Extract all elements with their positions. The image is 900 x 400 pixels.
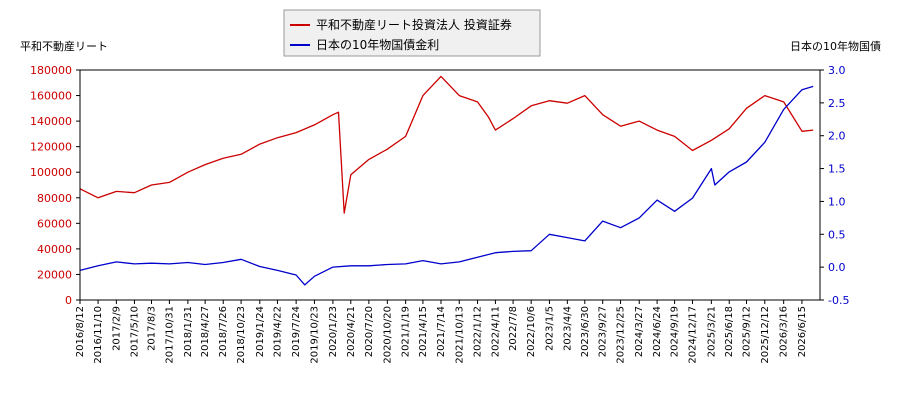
x-tick-label: 2021/4/15 xyxy=(418,306,429,357)
left-tick-label: 140000 xyxy=(30,115,72,128)
x-tick-label: 2018/10/23 xyxy=(236,306,247,364)
legend-label-reit: 平和不動産リート投資法人 投資証券 xyxy=(316,17,512,32)
x-tick-label: 2022/1/12 xyxy=(473,306,484,357)
x-tick-label: 2019/10/23 xyxy=(309,306,320,364)
x-axis: 2016/8/12 2016/11/10 2017/2/9 2017/5/10 2017… xyxy=(75,300,808,364)
x-tick-label: 2020/7/20 xyxy=(364,306,375,357)
left-tick-label: 60000 xyxy=(37,217,72,230)
left-tick-label: 120000 xyxy=(30,141,72,154)
x-tick-label: 2017/8/3 xyxy=(147,306,158,351)
right-tick-label: 2.5 xyxy=(828,97,846,110)
plot-frame xyxy=(79,69,821,301)
right-tick-label: 0.5 xyxy=(828,228,846,241)
x-tick-label: 2021/7/14 xyxy=(436,306,447,357)
left-tick-label: 0 xyxy=(65,294,72,307)
x-tick-label: 2021/10/13 xyxy=(454,306,465,364)
legend-label-jgb: 日本の10年物国債金利 xyxy=(316,37,439,52)
x-tick-label: 2023/9/27 xyxy=(598,306,609,357)
x-tick-label: 2018/7/26 xyxy=(218,306,229,357)
right-tick-label: 0.0 xyxy=(828,261,846,274)
x-tick-label: 2019/4/22 xyxy=(272,306,283,357)
legend: 平和不動産リート投資法人 投資証券 日本の10年物国債金利 xyxy=(283,9,541,57)
x-tick-label: 2024/9/19 xyxy=(670,306,681,357)
x-tick-label: 2022/10/6 xyxy=(526,306,537,357)
x-tick-label: 2017/10/31 xyxy=(164,306,175,364)
x-tick-label: 2018/4/27 xyxy=(200,306,211,357)
left-axis: 0 20000 40000 60000 80000 100000 120000 140000 1… xyxy=(30,64,80,307)
x-tick-label: 2016/11/10 xyxy=(93,306,104,364)
x-tick-label: 2020/4/21 xyxy=(346,306,357,357)
right-tick-label: 1.0 xyxy=(828,195,846,208)
plot-series xyxy=(79,75,814,286)
right-tick-label: 2.0 xyxy=(828,130,846,143)
right-tick-label: 3.0 xyxy=(828,64,846,77)
x-tick-label: 2024/3/27 xyxy=(634,306,645,357)
x-tick-label: 2025/12/12 xyxy=(760,306,771,364)
x-tick-label: 2018/1/31 xyxy=(183,306,194,357)
x-tick-label: 2019/1/24 xyxy=(255,306,266,357)
x-tick-label: 2023/4/4 xyxy=(562,306,573,351)
x-tick-label: 2022/7/8 xyxy=(508,306,519,351)
left-tick-label: 80000 xyxy=(37,192,72,205)
left-tick-label: 20000 xyxy=(37,268,72,281)
x-tick-label: 2025/9/12 xyxy=(742,306,753,357)
left-tick-label: 180000 xyxy=(30,64,72,77)
x-tick-label: 2024/6/24 xyxy=(652,306,663,357)
x-tick-label: 2020/1/23 xyxy=(328,306,339,357)
right-tick-label: -0.5 xyxy=(828,294,849,307)
right-axis: 3.0 2.5 2.0 1.5 1.0 0.5 0.0 -0.5 xyxy=(820,64,849,307)
left-tick-label: 160000 xyxy=(30,90,72,103)
x-tick-label: 2026/3/16 xyxy=(779,306,790,357)
x-tick-label: 2022/4/11 xyxy=(490,306,501,357)
left-axis-title: 平和不動産リート xyxy=(20,39,108,53)
x-tick-label: 2019/7/24 xyxy=(291,306,302,357)
x-tick-label: 2026/6/15 xyxy=(797,306,808,357)
x-tick-label: 2025/6/18 xyxy=(724,306,735,357)
x-tick-label: 2016/8/12 xyxy=(75,306,86,357)
left-tick-label: 100000 xyxy=(30,166,72,179)
x-tick-label: 2020/10/20 xyxy=(382,306,393,364)
x-tick-label: 2023/6/30 xyxy=(580,306,591,357)
legend-box xyxy=(283,9,541,57)
x-tick-label: 2017/5/10 xyxy=(129,306,140,357)
x-tick-label: 2017/2/9 xyxy=(111,306,122,351)
x-tick-label: 2023/12/25 xyxy=(616,306,627,364)
series-jgb-yield-line xyxy=(79,85,814,286)
right-axis-title: 日本の10年物国債 xyxy=(790,39,881,53)
x-tick-label: 2023/1/5 xyxy=(544,306,555,351)
x-tick-label: 2024/12/17 xyxy=(687,306,698,364)
series-reit-price-line xyxy=(79,75,814,214)
left-tick-label: 40000 xyxy=(37,243,72,256)
right-tick-label: 1.5 xyxy=(828,163,846,176)
x-tick-label: 2021/1/19 xyxy=(401,306,412,357)
x-tick-label: 2025/3/21 xyxy=(706,306,717,357)
